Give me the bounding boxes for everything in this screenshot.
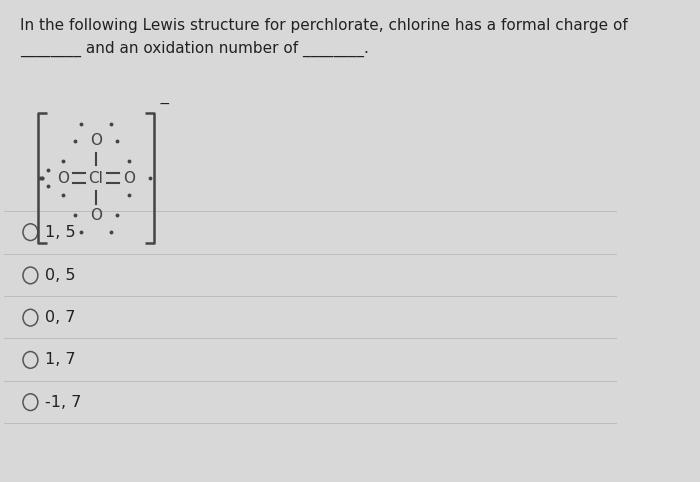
- Text: −: −: [158, 97, 170, 111]
- Text: -1, 7: -1, 7: [46, 395, 82, 410]
- Text: 0, 5: 0, 5: [46, 268, 76, 283]
- Text: Cl: Cl: [89, 171, 104, 186]
- Text: 0, 7: 0, 7: [46, 310, 76, 325]
- Text: ________ and an oxidation number of ________.: ________ and an oxidation number of ____…: [20, 40, 369, 57]
- Text: In the following Lewis structure for perchlorate, chlorine has a formal charge o: In the following Lewis structure for per…: [20, 18, 628, 33]
- Text: 1, 5: 1, 5: [46, 225, 76, 240]
- Text: O: O: [57, 171, 69, 186]
- Text: O: O: [90, 133, 102, 148]
- Text: O: O: [123, 171, 135, 186]
- Text: 1, 7: 1, 7: [46, 352, 76, 367]
- Text: O: O: [90, 208, 102, 223]
